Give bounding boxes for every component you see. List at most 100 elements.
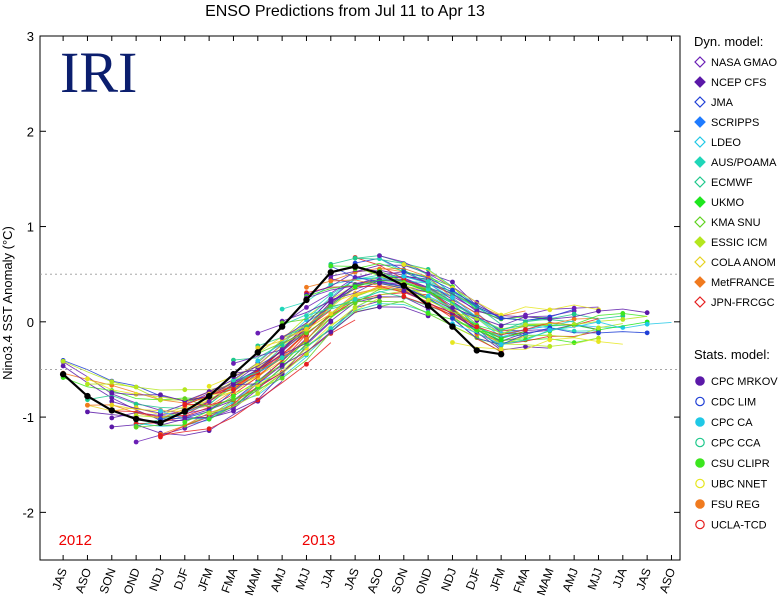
forecast-point [328,318,334,324]
forecast-point [109,395,115,401]
forecast-point [85,381,90,387]
x-tick-label: JAS [341,566,362,591]
x-tick-label: JAS [633,566,654,591]
forecast-point [304,361,309,367]
x-tick-label: DJF [171,566,192,591]
observed-point [254,349,261,356]
forecast-point [547,307,553,313]
forecast-point [425,271,431,277]
forecast-point [523,312,528,318]
forecast-line [209,290,429,414]
forecast-point [450,279,455,285]
forecast-point [571,316,577,322]
forecast-point [547,332,553,338]
forecast-point [328,326,334,331]
plot-frame [39,35,681,561]
forecast-point [644,321,650,327]
forecast-line [62,361,234,414]
year-label: 2012 [59,532,92,549]
x-tick-label: AMJ [268,566,289,593]
legend-item-label: COLA ANOM [711,257,776,269]
forecast-point [182,387,188,393]
forecast-point [206,383,212,389]
legend-item-label: UKMO [711,197,744,209]
legend-item-label: CPC CA [711,417,753,429]
legend-marker [695,437,705,448]
legend-statistical-header: Stats. model: [694,347,770,362]
legend-marker [694,76,706,88]
x-tick-label: ASO [656,566,678,595]
legend-marker [695,417,705,427]
forecast-point [304,337,309,343]
forecast-point [85,376,90,382]
forecast-point [596,330,601,336]
forecast-point [401,262,407,267]
legend-marker [694,216,706,228]
forecast-point [328,298,334,304]
forecast-plumes [60,253,672,445]
forecast-point [498,315,504,321]
forecast-point [425,279,431,284]
forecast-point [571,340,577,346]
forecast-point [133,384,139,390]
forecast-point [401,273,407,279]
x-tick-label: JFM [487,566,508,593]
y-tick-label: 0 [27,315,34,330]
x-tick-label: NDJ [438,566,459,593]
forecast-point [352,292,358,298]
legend-item-label: FSU REG [711,499,760,511]
forecast-point [255,330,261,336]
forecast-point [206,410,212,416]
forecast-point [279,306,285,312]
x-tick-label: AMJ [560,566,581,593]
forecast-point [620,311,626,316]
y-tick-label: 3 [27,29,34,44]
x-tick-label: NDJ [146,566,167,593]
forecast-point [304,305,309,310]
forecast-point [231,377,236,383]
observed-point [327,269,334,276]
forecast-point [377,294,382,300]
forecast-point [255,391,261,396]
x-tick-label: JFM [195,566,216,593]
x-tick-label: OND [413,566,435,596]
forecast-point [547,337,553,343]
legend-item-label: SCRIPPS [711,117,759,129]
legend-marker [694,136,706,148]
forecast-point [158,397,163,403]
legend-item-label: ECMWF [711,177,753,189]
forecast-point [231,382,236,388]
x-tick-label: SON [389,566,411,595]
legend-marker [695,396,705,407]
legend-item-label: ESSIC ICM [711,237,767,249]
forecast-point [206,399,212,404]
observed-point [230,371,237,378]
forecast-point [571,311,577,317]
forecast-point [377,304,382,310]
observed-point [400,282,408,289]
legend-marker [694,56,706,68]
legend-item-label: CSU CLIPR [711,458,770,470]
legend-marker [694,116,706,128]
observed-point [351,263,359,270]
legend-marker [694,256,706,268]
legend-item-label: NCEP CFS [711,77,766,89]
forecast-point [109,415,115,421]
forecast-point [377,280,382,286]
legend-marker [694,196,706,208]
legend-item-label: LDEO [711,137,741,149]
observed-point [132,415,140,423]
iri-logo: IRI [60,40,137,105]
forecast-point [133,424,139,430]
x-tick-label: ASO [72,566,94,595]
forecast-point [328,278,334,284]
forecast-point [450,340,455,345]
forecast-point [304,284,309,290]
forecast-point [425,310,431,316]
forecast-point [401,288,407,294]
forecast-line [427,299,648,335]
x-tick-label: SON [97,566,119,595]
y-tick-label: -2 [22,505,34,520]
forecast-line [160,342,332,436]
